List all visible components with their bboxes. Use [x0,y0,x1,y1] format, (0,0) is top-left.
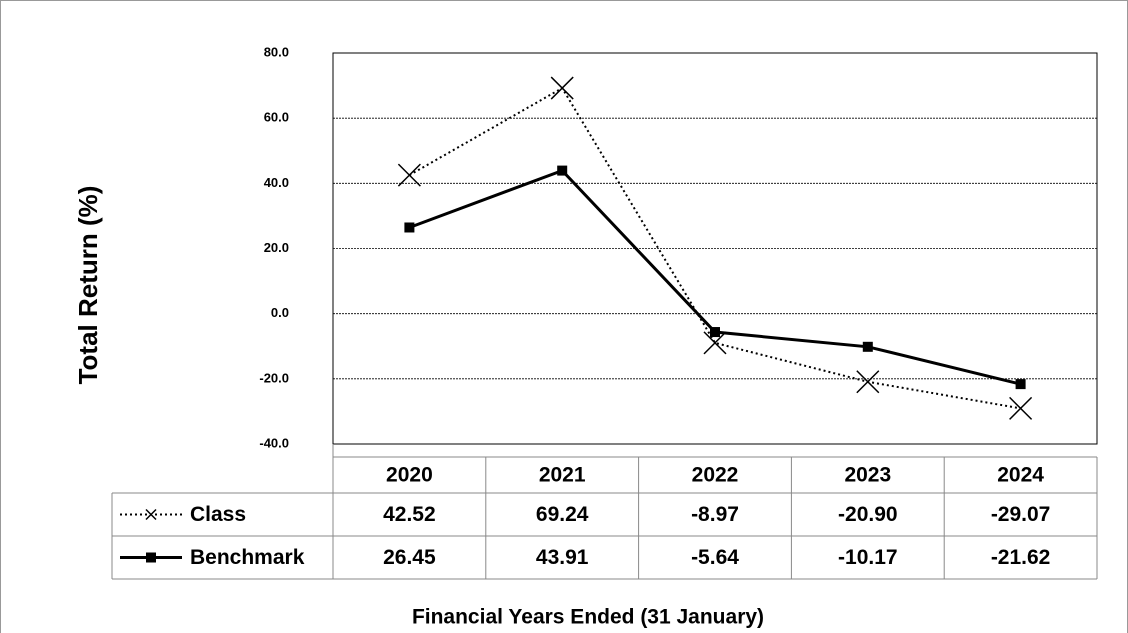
y-tick-label: 80.0 [264,44,289,59]
table-value: 42.52 [383,503,436,526]
point-marker [703,331,727,355]
y-axis-label: Total Return (%) [73,186,103,385]
point-marker [710,327,720,338]
y-tick-label: 60.0 [264,110,289,125]
legend-marker [145,508,157,521]
point-marker [397,163,421,187]
y-tick-label: -40.0 [259,435,289,450]
x-tick-label: 2022 [692,464,739,487]
table-value: -21.62 [991,546,1051,569]
x-tick-label: 2024 [997,464,1044,487]
legend-marker [146,552,156,563]
x-tick-label: 2020 [386,464,433,487]
point-marker [557,165,568,176]
point-marker [862,341,873,352]
table-value: 43.91 [536,546,589,569]
legend-label: Class [190,503,246,526]
table-value: 69.24 [536,503,589,526]
point-marker [550,76,574,100]
point-marker [404,222,415,233]
point-marker [1009,396,1033,420]
table-value: -29.07 [991,503,1051,526]
table-value: 26.45 [383,546,436,569]
table-value: -8.97 [691,503,739,526]
x-tick-label: 2023 [844,464,891,487]
x-tick-label: 2021 [539,464,586,487]
x-axis-label: Financial Years Ended (31 January) [412,606,764,629]
plot-border [332,52,1098,445]
y-tick-label: -20.0 [259,370,289,385]
legend-label: Benchmark [190,546,305,569]
table-value: -20.90 [838,503,898,526]
y-tick-label: 0.0 [271,305,289,320]
y-tick-label: 20.0 [264,240,289,255]
point-marker [1015,379,1026,390]
point-marker [856,370,880,394]
y-tick-label: 40.0 [264,175,289,190]
table-value: -10.17 [838,546,898,569]
table-value: -5.64 [691,546,739,569]
